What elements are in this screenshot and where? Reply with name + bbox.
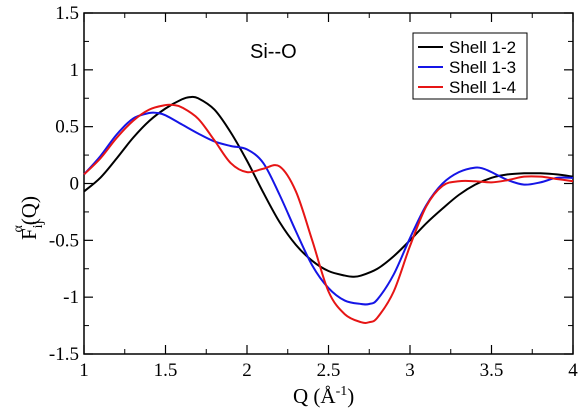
series-line-1	[83, 95, 574, 278]
x-tick-label: 2	[242, 360, 252, 381]
y-tick-label: -1	[63, 287, 79, 308]
legend-entry-1: Shell 1-2	[449, 38, 516, 57]
y-axis-label-main: F	[17, 228, 41, 240]
legend-entry-2: Shell 1-3	[449, 58, 516, 77]
legend-entry-3: Shell 1-4	[449, 78, 516, 97]
y-axis-label-subscript: ij	[31, 221, 46, 229]
series-lines	[83, 95, 574, 324]
x-axis-label-unit: Å	[320, 384, 336, 408]
annotation-label: Si--O	[250, 41, 297, 63]
y-tick-label: -0.5	[49, 230, 79, 251]
y-axis-label: Fijα(Q)	[11, 196, 46, 240]
y-tick-label: 1	[70, 60, 80, 81]
ticks	[83, 12, 574, 355]
x-tick-label: 1.5	[154, 360, 178, 381]
x-tick-label: 4	[568, 360, 578, 381]
y-axis-label-tail: (Q)	[17, 196, 41, 225]
tick-labels: 1 1.5 2 2.5 3 3.5 4 1.5 1 0.5 0 -0.5 -1 -1.5	[49, 3, 578, 381]
series-line-3	[83, 103, 574, 324]
x-tick-label: 3.5	[480, 360, 504, 381]
y-axis-label-superscript: α	[11, 225, 26, 233]
x-tick-label: 2.5	[317, 360, 341, 381]
legend: Shell 1-2 Shell 1-3 Shell 1-4	[412, 32, 528, 100]
y-tick-label: -1.5	[49, 344, 79, 365]
y-tick-label: 0.5	[55, 117, 79, 138]
y-tick-label: 0	[70, 174, 80, 195]
x-axis-label-main: Q (	[293, 384, 320, 408]
y-tick-label: 1.5	[55, 3, 79, 24]
x-axis-label-close: )	[347, 384, 354, 408]
x-tick-label: 1	[79, 360, 89, 381]
x-axis-label: Q (Å-1)	[293, 384, 354, 408]
x-tick-label: 3	[405, 360, 415, 381]
x-axis-label-exponent: -1	[336, 384, 348, 399]
series-line-2	[83, 111, 574, 306]
